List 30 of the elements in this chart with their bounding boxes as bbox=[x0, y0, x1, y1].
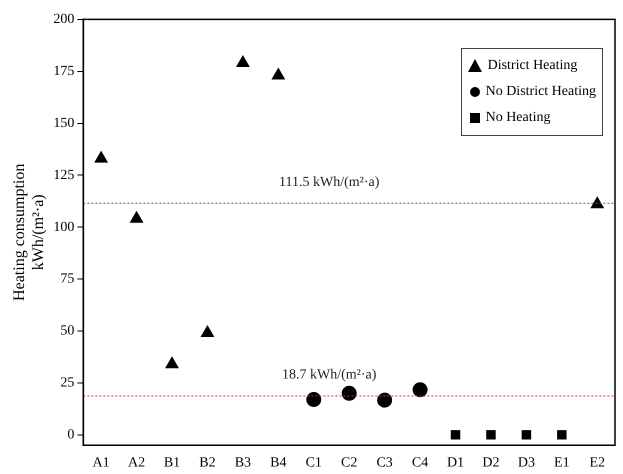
y-tick-label: 125 bbox=[53, 168, 74, 183]
legend-label: No Heating bbox=[486, 110, 551, 125]
y-tick-label: 100 bbox=[53, 220, 74, 235]
x-tick-label: A1 bbox=[92, 455, 110, 470]
x-tick-label: D3 bbox=[518, 455, 535, 470]
x-tick-label: E1 bbox=[554, 455, 570, 470]
legend-label: District Heating bbox=[488, 58, 578, 73]
x-tick-label: B2 bbox=[199, 455, 216, 470]
legend-label: No District Heating bbox=[486, 84, 596, 99]
ref-line-label: 111.5 kWh/(m²·a) bbox=[279, 174, 380, 190]
x-tick-label: C2 bbox=[341, 455, 358, 470]
x-tick-label: E2 bbox=[590, 455, 606, 470]
y-tick-label: 25 bbox=[60, 376, 74, 391]
x-tick-label: A2 bbox=[128, 455, 146, 470]
x-tick-label: C1 bbox=[306, 455, 322, 470]
y-tick-label: 50 bbox=[60, 324, 74, 339]
y-tick-label: 175 bbox=[53, 64, 74, 79]
x-tick-label: B3 bbox=[234, 455, 252, 470]
y-tick-label: 200 bbox=[53, 12, 74, 28]
x-tick-label: B1 bbox=[164, 455, 180, 470]
y-tick-label: 150 bbox=[53, 116, 74, 131]
y-tick-label: 75 bbox=[60, 272, 74, 287]
x-tick-label: D1 bbox=[446, 455, 464, 470]
y-tick-label: 0 bbox=[67, 427, 74, 442]
ref-line-label: 18.7 kWh/(m²·a) bbox=[282, 368, 377, 383]
x-tick-label: C4 bbox=[412, 455, 428, 470]
x-tick-label: C3 bbox=[376, 455, 393, 470]
y-axis-title: Heating consumption kWh/(m²·a) bbox=[10, 164, 48, 301]
x-tick-label: B4 bbox=[270, 455, 286, 470]
x-tick-label: D2 bbox=[482, 455, 500, 470]
